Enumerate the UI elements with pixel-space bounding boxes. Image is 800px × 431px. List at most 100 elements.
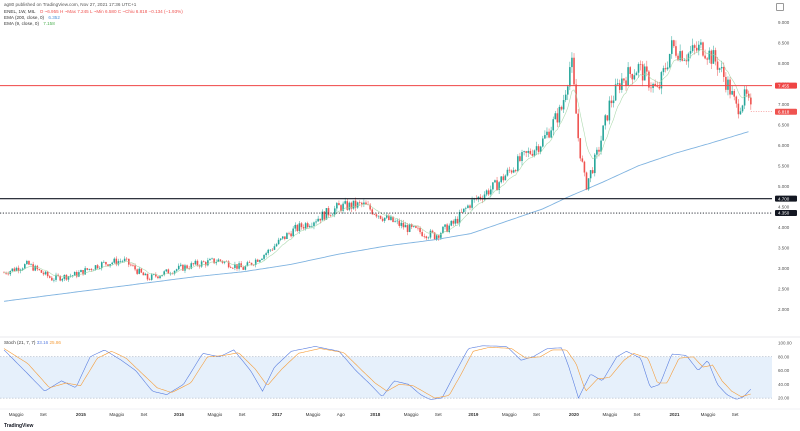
candle-body [250,262,253,265]
candle-body [333,208,336,215]
candle-body [200,261,203,267]
candle-body [354,200,357,208]
candle-body [656,86,659,87]
candle-body [442,226,444,234]
candles-group [3,36,752,283]
time-axis-label: 2019 [468,412,479,417]
candle-body [44,271,47,275]
candle-body [700,42,702,45]
candle-body [606,115,609,121]
candle-body [76,272,78,277]
price-axis-tick: 5.000 [778,184,790,189]
candle-body [525,151,527,153]
candle-body [560,106,563,110]
candle-body [348,202,351,210]
candle-body [352,200,355,209]
level-label: 4.700 [778,196,790,201]
candle-body [689,51,692,54]
candle-body [11,268,14,272]
level-label-bg [775,82,797,89]
candle-body [673,40,675,47]
candle-body [338,203,340,206]
candle-body [319,218,322,221]
candle-body [750,97,752,105]
candle-body [614,84,617,101]
candle-body [377,215,380,217]
price-axis-tick: 4.500 [778,204,790,209]
candle-body [138,268,141,274]
candle-body [523,151,525,153]
candle-body [257,259,259,262]
candle-body [125,258,128,260]
settings-icon[interactable] [776,3,784,11]
candle-body [232,267,234,269]
candle-body [28,261,30,265]
candle-body [373,214,376,215]
candle-body [729,79,731,95]
candle-body [635,72,638,76]
candle-body [302,227,305,229]
candle-body [53,279,55,281]
candle-body [365,202,367,205]
candle-body [444,224,446,227]
candle-body [190,263,193,269]
time-axis-label: 2021 [669,412,680,417]
candle-body [186,265,188,269]
candle-body [465,207,467,209]
candle-body [410,224,413,227]
candle-body [427,237,430,239]
level-label: 4.350 [778,211,790,216]
stoch-axis-tick: 80.00 [778,354,790,359]
candle-body [548,131,550,138]
candle-body [716,61,719,70]
candle-body [155,274,157,277]
candle-body [702,42,704,56]
time-axis-label: Set [533,412,541,417]
candle-body [327,208,330,216]
level-label-bg [775,210,797,217]
candle-body [263,254,265,259]
candle-body [300,223,303,228]
candle-body [92,269,95,271]
candle-body [311,225,313,227]
candle-body [629,67,631,75]
candle-body [13,268,16,271]
candle-body [381,218,384,221]
ema9-legend: EMA (9, close, 0) [4,21,39,26]
candle-body [402,222,405,228]
tradingview-logo[interactable]: TradingView [4,423,33,429]
stoch-D-line [3,346,751,399]
candle-body [496,180,498,191]
candle-body [585,172,588,190]
candle-body [452,220,455,224]
candle-body [103,261,105,263]
candle-body [383,217,386,221]
candle-body [723,67,725,77]
candle-body [577,113,579,139]
candle-body [646,66,648,72]
candle-body [462,208,465,213]
candle-body [61,278,64,281]
candle-body [98,268,101,269]
candle-body [5,272,7,274]
candle-body [408,224,411,232]
candle-body [648,71,650,88]
candle-body [670,40,673,54]
candle-body [173,270,176,274]
candle-body [390,216,392,220]
candle-body [433,232,436,240]
candle-body [358,202,361,203]
candle-body [296,224,299,232]
candle-body [487,190,490,195]
candle-body [340,205,342,211]
candle-body [706,58,708,60]
last-price-label-bg [775,108,797,115]
candle-body [735,96,738,104]
candle-body [417,227,419,229]
candle-body [180,264,182,266]
time-axis-label: Maggio [701,412,716,417]
candle-body [739,111,742,115]
candle-body [498,182,500,191]
